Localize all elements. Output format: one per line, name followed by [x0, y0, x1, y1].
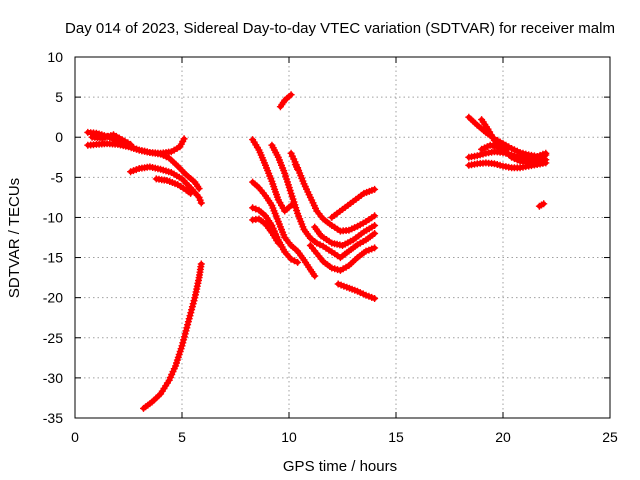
y-tick-labels: 10 5 0 -5 -10 -15 -20 -25 -30 -35 — [43, 49, 63, 426]
data-point-marker — [197, 199, 205, 207]
data-point-marker — [542, 159, 550, 167]
series-arc-9 — [249, 178, 319, 280]
plot-frame — [74, 56, 611, 419]
data-point-marker — [316, 241, 324, 249]
grid-lines — [75, 57, 610, 418]
series-arc-22 — [465, 159, 550, 172]
series-arc-3 — [88, 131, 135, 148]
y-tick-label: -30 — [43, 370, 63, 386]
data-point-marker — [183, 324, 191, 332]
data-point-marker — [313, 239, 321, 247]
x-tick-labels: 0 5 10 15 20 25 — [71, 429, 618, 445]
tick-marks — [74, 56, 611, 419]
y-tick-label: 0 — [55, 129, 63, 145]
data-point-marker — [371, 185, 379, 193]
x-tick-label: 15 — [388, 429, 404, 445]
y-tick-label: -35 — [43, 410, 63, 426]
x-tick-label: 10 — [281, 429, 297, 445]
data-point-marker — [197, 260, 205, 268]
series-arc-17 — [311, 222, 379, 249]
series-band — [141, 261, 204, 411]
y-tick-label: -5 — [51, 169, 64, 185]
data-point-marker — [127, 140, 135, 148]
data-point-marker — [195, 185, 203, 193]
data-point-marker — [371, 222, 379, 229]
data-point-marker — [371, 230, 379, 237]
data-point-marker — [290, 257, 298, 265]
series-arc-4 — [127, 163, 205, 207]
series-arc-16 — [328, 185, 379, 221]
series-arc-18 — [334, 280, 379, 302]
data-point-marker — [249, 204, 257, 212]
series-arc-15 — [306, 242, 379, 274]
y-tick-label: -10 — [43, 209, 63, 225]
data-point-marker — [540, 200, 548, 208]
series-arc-21 — [465, 148, 550, 162]
data-point-marker — [311, 272, 319, 280]
x-tick-label: 25 — [602, 429, 618, 445]
chart-title: Day 014 of 2023, Sidereal Day-to-day VTE… — [65, 20, 615, 37]
data-point-marker — [287, 255, 295, 263]
y-tick-label: -25 — [43, 330, 63, 346]
series-arc-8 — [249, 136, 295, 215]
series-arc-23 — [478, 141, 511, 153]
data-point-marker — [252, 205, 260, 213]
data-point-marker — [542, 149, 550, 157]
series-arc-24 — [535, 200, 548, 210]
data-point-marker — [274, 239, 282, 247]
data-point-marker — [371, 295, 379, 302]
x-tick-label: 5 — [178, 429, 186, 445]
series-arc-11 — [249, 215, 282, 247]
x-tick-label: 0 — [71, 429, 79, 445]
data-point-marker — [180, 135, 188, 143]
y-axis-label: SDTVAR / TECUs — [6, 178, 23, 298]
series-arc-12 — [268, 141, 379, 262]
y-tick-label: 5 — [55, 89, 63, 105]
series-layer — [84, 91, 550, 412]
data-point-marker — [371, 244, 379, 252]
series-arc-7 — [276, 91, 295, 111]
series-arc-2 — [84, 140, 203, 193]
y-tick-label: -20 — [43, 290, 63, 306]
x-axis-label: GPS time / hours — [283, 458, 397, 475]
data-point-marker — [187, 189, 195, 197]
data-point-marker — [287, 91, 295, 99]
series-arc-6 — [140, 260, 205, 412]
y-tick-label: -15 — [43, 250, 63, 266]
y-tick-label: 10 — [47, 49, 63, 65]
data-point-marker — [503, 145, 511, 153]
series-arc-5 — [152, 175, 195, 197]
series-arc-14 — [287, 149, 379, 235]
x-tick-label: 20 — [495, 429, 511, 445]
data-point-marker — [294, 258, 302, 266]
data-point-marker — [371, 212, 379, 220]
